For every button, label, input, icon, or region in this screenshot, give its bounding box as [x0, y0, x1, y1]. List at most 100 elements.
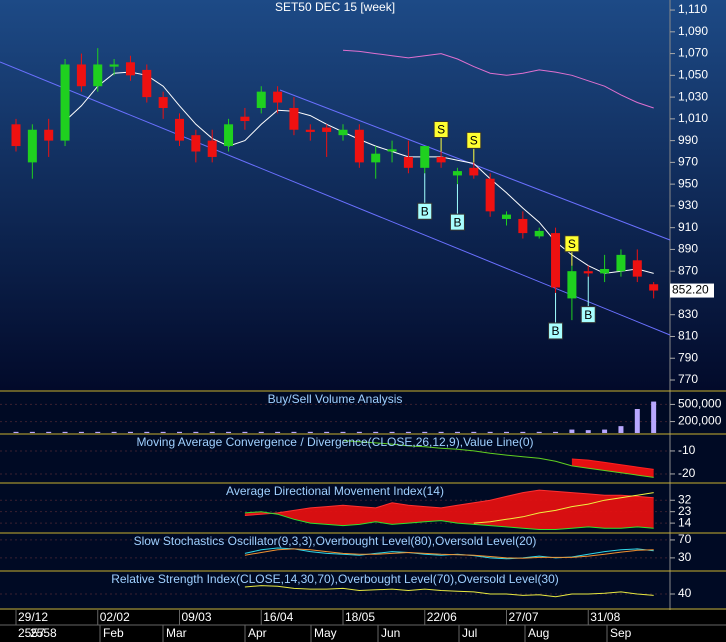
month-label: Sep — [610, 626, 632, 640]
volume-bar — [536, 431, 542, 433]
month-label: Aug — [528, 626, 549, 640]
volume-bar — [405, 431, 411, 433]
indicator-line — [244, 585, 654, 598]
candle-body — [240, 116, 250, 122]
volume-bar — [602, 429, 608, 433]
last-price-box — [670, 283, 714, 298]
y-tick-label: 1,070 — [678, 46, 708, 60]
volume-bar — [242, 431, 248, 433]
volume-bar — [569, 429, 575, 433]
y-tick-label: 830 — [678, 307, 698, 321]
volume-bar — [127, 431, 133, 433]
y-tick-label: 1,050 — [678, 68, 708, 82]
volume-bar — [634, 409, 640, 433]
candle-body — [616, 254, 626, 272]
volume-bar — [177, 431, 182, 433]
volume-bar — [111, 431, 117, 433]
panel-title: Buy/Sell Volume Analysis — [268, 392, 403, 406]
month-label: Apr — [248, 626, 267, 640]
signal-label: B — [421, 204, 429, 218]
candle-body — [256, 91, 266, 108]
x-tick-label: 09/03 — [182, 610, 212, 624]
y-tick-label: 930 — [678, 198, 698, 212]
candle-body — [93, 64, 103, 87]
y-tick-label: 890 — [678, 242, 698, 256]
candle-body — [322, 127, 332, 132]
candle-body — [354, 129, 364, 163]
y-tick-label: 810 — [678, 329, 698, 343]
volume-bar — [553, 431, 559, 433]
candle-body — [403, 156, 413, 168]
candle-body — [44, 129, 54, 141]
candle-body — [567, 271, 577, 299]
month-label: Jul — [462, 626, 477, 640]
signal-box — [417, 202, 433, 220]
volume-bar — [275, 431, 281, 433]
x-tick-label: 29/12 — [18, 610, 48, 624]
trend-line — [0, 61, 671, 336]
volume-bar — [651, 401, 657, 433]
signal-box — [449, 213, 465, 231]
volume-bar — [226, 431, 232, 433]
y-tick-label: 790 — [678, 350, 698, 364]
fill-between — [244, 490, 654, 530]
candle-body — [142, 69, 152, 98]
volume-bar — [520, 431, 526, 433]
signal-label: B — [584, 308, 592, 322]
y-tick-label: 40 — [678, 586, 692, 600]
candle-body — [224, 124, 234, 147]
volume-bar — [454, 431, 460, 433]
candle-body — [485, 178, 495, 212]
month-label: Feb — [103, 626, 124, 640]
y-tick-label: 970 — [678, 155, 698, 169]
candle-body — [207, 140, 217, 157]
x-axis-background — [0, 610, 726, 642]
y-tick-label: 32 — [678, 492, 692, 506]
panel-title: Slow Stochastics Oscillator(9,3,3),Overb… — [134, 534, 537, 548]
volume-bar — [373, 431, 379, 433]
candle-body — [518, 218, 528, 234]
candle-body — [158, 97, 168, 108]
volume-bar — [389, 431, 395, 433]
volume-bar — [291, 431, 297, 433]
y-tick-label: 30 — [678, 550, 692, 564]
candle-body — [11, 124, 21, 147]
volume-bar — [618, 426, 624, 433]
candle-body — [289, 107, 299, 130]
indicator-line — [244, 511, 654, 530]
x-tick-label: 22/06 — [427, 610, 457, 624]
volume-bar — [46, 431, 52, 433]
y-tick-label: -10 — [678, 443, 696, 457]
volume-bar — [471, 431, 477, 433]
candle-body — [125, 62, 135, 76]
month-label: Jun — [381, 626, 400, 640]
signal-box — [564, 235, 580, 253]
volume-bar — [422, 431, 428, 433]
candle-body — [583, 271, 593, 274]
signal-label: S — [437, 123, 445, 137]
candle-body — [436, 156, 446, 163]
y-tick-label: -20 — [678, 466, 696, 480]
candle-body — [551, 233, 561, 288]
fill-between — [571, 459, 654, 478]
signal-label: B — [453, 215, 461, 229]
y-tick-label: 1,010 — [678, 111, 708, 125]
volume-bar — [78, 431, 84, 433]
volume-bar — [504, 431, 509, 433]
signal-box — [466, 131, 482, 149]
y-tick-label: 23 — [678, 504, 692, 518]
indicator-line — [244, 548, 654, 559]
volume-bar — [62, 431, 68, 433]
candle-body — [60, 64, 70, 141]
indicator-line — [571, 458, 654, 470]
signal-label: S — [470, 134, 478, 148]
last-price-label: 852.20 — [672, 283, 709, 297]
y-tick-label: 950 — [678, 176, 698, 190]
indicator-line — [244, 489, 654, 516]
volume-bar — [29, 431, 35, 433]
indicator-line — [342, 49, 654, 109]
signal-box — [580, 306, 596, 324]
volume-bar — [13, 431, 19, 433]
panel-title: Average Directional Movement Index(14) — [226, 484, 444, 498]
